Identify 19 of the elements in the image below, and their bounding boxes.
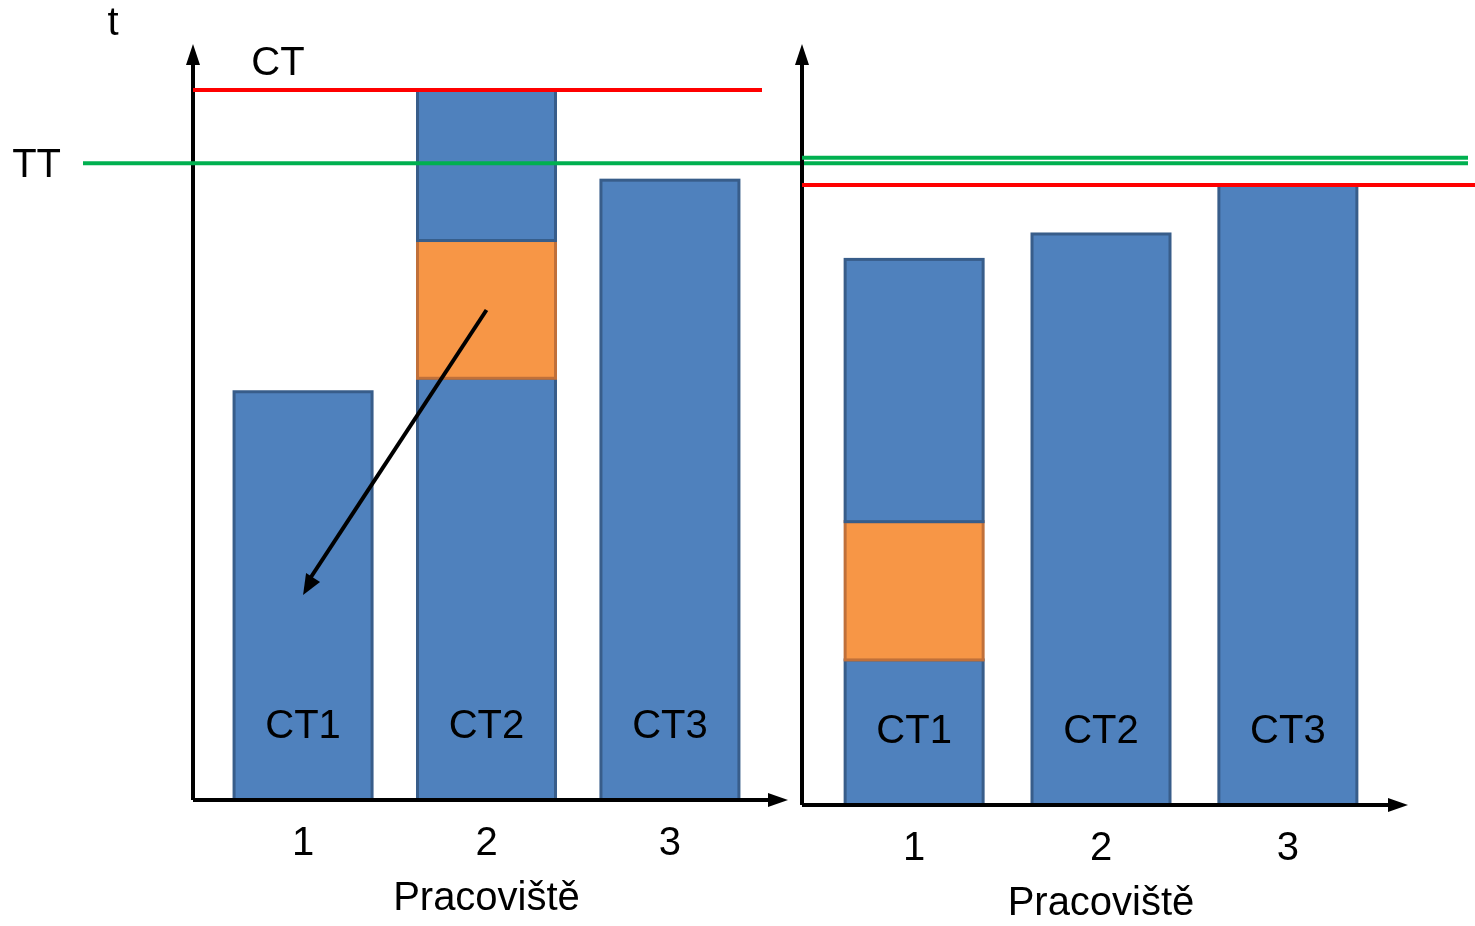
bar (843, 257, 985, 524)
x-axis-title: Pracoviště (1007, 879, 1195, 923)
ref-line-label: TT (12, 141, 61, 186)
annotation: CT2 (1063, 707, 1139, 751)
ref-line-label: CT (251, 39, 305, 83)
x-tick-label: 3 (1276, 824, 1299, 868)
annotation: CT1 (265, 702, 341, 746)
x-tick-label: 1 (903, 824, 926, 868)
annotation: CT3 (1250, 707, 1326, 751)
x-axis-title: Pracoviště (393, 874, 580, 918)
x-tick-label: 2 (475, 819, 498, 863)
y-axis-title: t (107, 0, 119, 43)
x-tick-label: 2 (1089, 824, 1113, 868)
annotation: CT2 (448, 702, 525, 746)
annotation: CT1 (876, 707, 952, 751)
annotation: CT3 (632, 702, 708, 746)
x-tick-label: 1 (291, 819, 315, 863)
x-tick-label: 3 (658, 819, 682, 863)
bar (843, 520, 985, 662)
